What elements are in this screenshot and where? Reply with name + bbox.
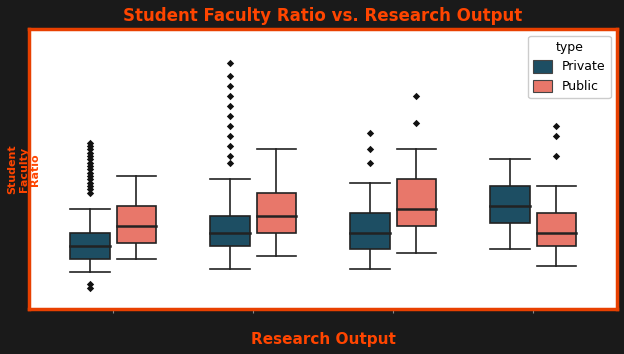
Point bbox=[225, 113, 235, 119]
Bar bbox=[117, 206, 156, 242]
Point bbox=[365, 130, 375, 135]
X-axis label: Research Output: Research Output bbox=[251, 332, 396, 347]
Bar bbox=[71, 233, 110, 259]
Bar bbox=[350, 212, 389, 249]
Point bbox=[551, 153, 561, 159]
Point bbox=[85, 176, 95, 182]
Point bbox=[225, 133, 235, 139]
Point bbox=[85, 147, 95, 152]
Point bbox=[411, 120, 421, 125]
Point bbox=[551, 123, 561, 129]
Point bbox=[225, 103, 235, 109]
Legend: Private, Public: Private, Public bbox=[529, 35, 611, 98]
Point bbox=[225, 143, 235, 149]
Point bbox=[85, 173, 95, 179]
Y-axis label: Student
Faculty
Ratio: Student Faculty Ratio bbox=[7, 144, 40, 194]
Point bbox=[85, 281, 95, 287]
Point bbox=[85, 153, 95, 159]
Point bbox=[225, 83, 235, 89]
Point bbox=[85, 170, 95, 175]
Point bbox=[85, 180, 95, 185]
Bar bbox=[397, 179, 436, 226]
Point bbox=[365, 147, 375, 152]
Point bbox=[85, 186, 95, 192]
Point bbox=[85, 190, 95, 195]
Point bbox=[225, 153, 235, 159]
Point bbox=[225, 160, 235, 165]
Point bbox=[85, 160, 95, 165]
Point bbox=[85, 140, 95, 145]
Bar bbox=[256, 193, 296, 233]
Point bbox=[411, 93, 421, 99]
Point bbox=[225, 93, 235, 99]
Title: Student Faculty Ratio vs. Research Output: Student Faculty Ratio vs. Research Outpu… bbox=[124, 7, 523, 25]
Point bbox=[85, 183, 95, 189]
Point bbox=[225, 123, 235, 129]
Bar bbox=[210, 216, 250, 246]
Point bbox=[365, 160, 375, 165]
Point bbox=[85, 150, 95, 155]
Point bbox=[85, 166, 95, 172]
Point bbox=[225, 73, 235, 79]
Bar bbox=[490, 186, 530, 223]
Point bbox=[551, 133, 561, 139]
Point bbox=[225, 60, 235, 65]
Point bbox=[85, 285, 95, 291]
Bar bbox=[537, 212, 576, 246]
Point bbox=[85, 156, 95, 162]
Point bbox=[85, 143, 95, 149]
Point bbox=[85, 163, 95, 169]
